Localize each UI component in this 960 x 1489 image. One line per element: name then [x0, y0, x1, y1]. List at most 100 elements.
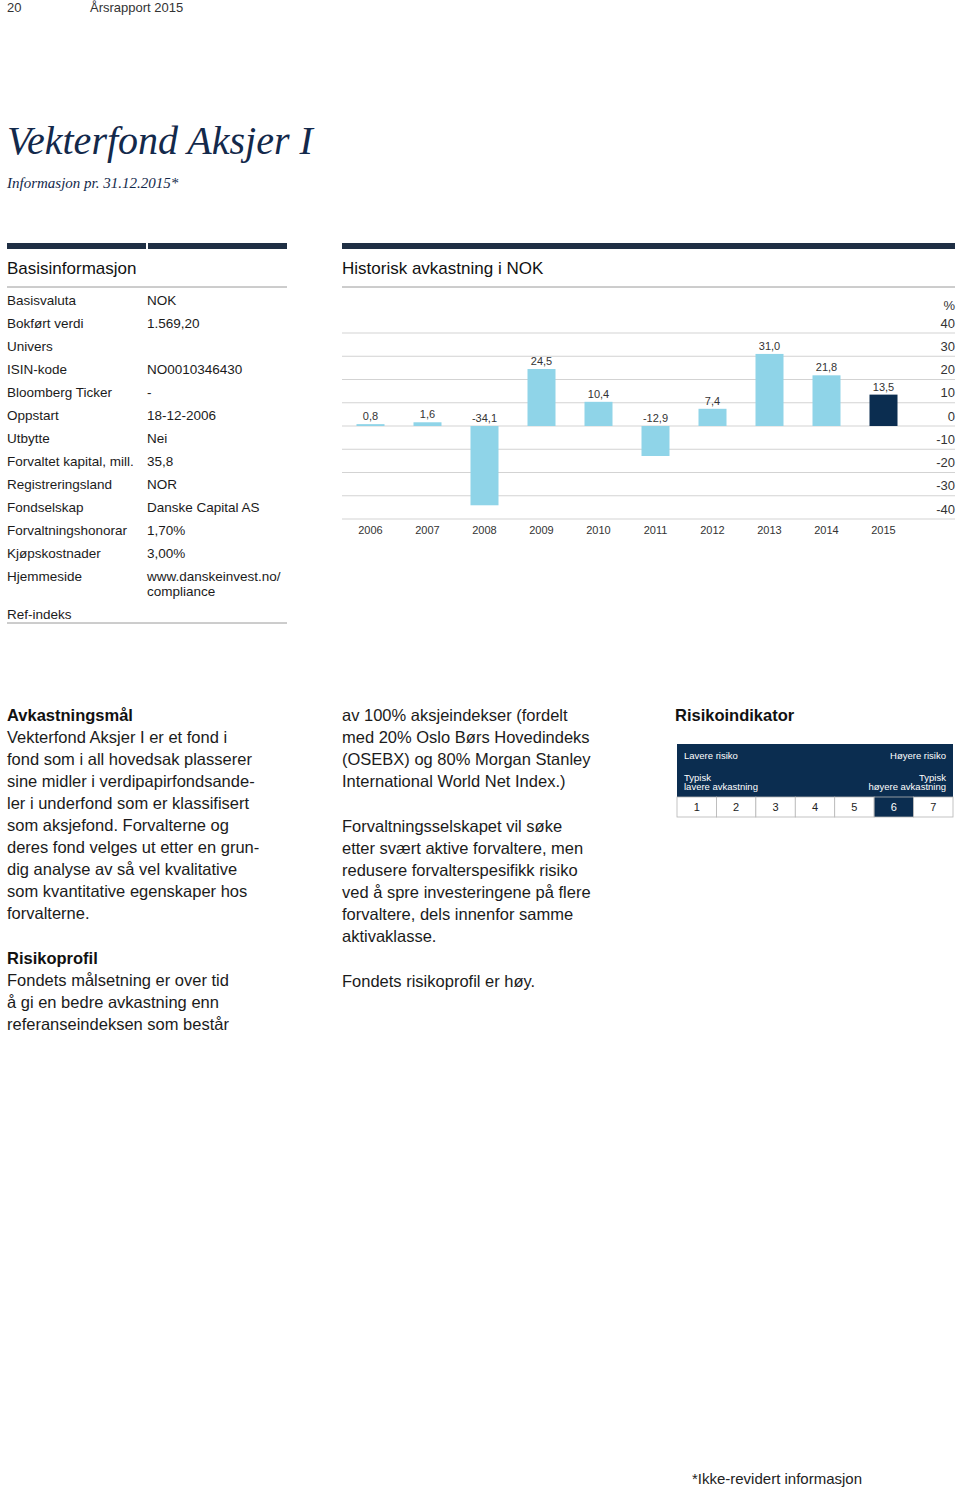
category-label: 2011	[644, 524, 668, 536]
risk-text: lavere avkastning	[684, 781, 758, 792]
info-label: Registreringsland	[7, 477, 112, 492]
title: Vekterfond Aksjer I	[7, 118, 315, 163]
paragraph-heading: Avkastningsmål	[7, 706, 133, 724]
info-value: NOK	[147, 293, 176, 308]
info-label: Forvaltet kapital, mill.	[7, 454, 134, 469]
risk-level: 1	[694, 801, 700, 813]
paragraph-line: forvaltere, dels innenfor samme	[342, 905, 573, 923]
data-label: 31,0	[759, 340, 780, 352]
paragraph-line: ler i underfond som er klassifisert	[7, 794, 250, 812]
risk-text: Lavere risiko	[684, 750, 738, 761]
data-label: 10,4	[588, 388, 609, 400]
info-value: NO0010346430	[147, 362, 242, 377]
bar	[813, 375, 841, 426]
paragraph-line: å gi en bedre avkastning enn	[7, 993, 219, 1011]
page: 20Årsrapport 2015Vekterfond Aksjer IInfo…	[0, 0, 960, 1489]
bar	[642, 426, 670, 456]
risk-cell	[835, 797, 874, 817]
rule	[7, 623, 287, 624]
grid-line	[342, 519, 955, 520]
data-label: 7,4	[705, 395, 720, 407]
tick-label: 20	[941, 362, 955, 377]
rule	[342, 287, 955, 288]
data-label: -34,1	[472, 412, 497, 424]
info-label: Hjemmeside	[7, 569, 82, 584]
bar	[699, 409, 727, 426]
grid-line	[342, 472, 955, 473]
info-value: Danske Capital AS	[147, 500, 260, 515]
data-label: 1,6	[420, 408, 435, 420]
bar	[756, 354, 784, 426]
info-value: 1,70%	[147, 523, 185, 538]
paragraph-line: som aksjefond. Forvalterne og	[7, 816, 229, 834]
info-label: Utbytte	[7, 431, 50, 446]
paragraph-line: sine midler i verdipapirfondsande-	[7, 772, 255, 790]
risk-heading: Risikoindikator	[675, 706, 795, 724]
paragraph-line: deres fond velges ut etter en grun-	[7, 838, 259, 856]
paragraph-heading: Risikoprofil	[7, 949, 98, 967]
tick-label: 0	[948, 409, 955, 424]
grid-line	[342, 356, 955, 357]
info-value: 18-12-2006	[147, 408, 216, 423]
risk-level: 6	[891, 801, 897, 813]
chart-title: Historisk avkastning i NOK	[342, 259, 544, 278]
info-label: Univers	[7, 339, 53, 354]
bar	[870, 395, 898, 426]
paragraph-line: (OSEBX) og 80% Morgan Stanley	[342, 750, 591, 768]
report-name: Årsrapport 2015	[90, 0, 183, 15]
category-label: 2015	[871, 524, 895, 536]
grid-line	[342, 333, 955, 334]
info-label: ISIN-kode	[7, 362, 67, 377]
info-label: Basisvaluta	[7, 293, 77, 308]
page-number: 20	[7, 0, 21, 15]
info-value: 3,00%	[147, 546, 185, 561]
info-label: Oppstart	[7, 408, 59, 423]
data-label: -12,9	[643, 412, 668, 424]
section-heading: Basisinformasjon	[7, 259, 136, 278]
paragraph-line: dig analyse av så vel kvalitative	[7, 860, 237, 878]
info-value: NOR	[147, 477, 177, 492]
risk-cell	[795, 797, 834, 817]
category-label: 2014	[814, 524, 838, 536]
tick-label: -10	[936, 432, 955, 447]
category-label: 2012	[700, 524, 724, 536]
paragraph-line: ved å spre investeringene på flere	[342, 883, 591, 901]
rule	[7, 287, 287, 288]
category-label: 2009	[529, 524, 553, 536]
footnote: *Ikke-revidert informasjon	[692, 1470, 862, 1487]
risk-text: høyere avkastning	[868, 781, 946, 792]
category-label: 2010	[586, 524, 610, 536]
bar	[528, 369, 556, 426]
bar	[585, 402, 613, 426]
axis-label: %	[943, 298, 955, 313]
risk-cell	[874, 797, 913, 817]
paragraph-line: redusere forvalterspesifikk risiko	[342, 861, 578, 879]
tick-label: 30	[941, 339, 955, 354]
category-label: 2006	[358, 524, 382, 536]
bar	[471, 426, 499, 505]
paragraph-line: Forvaltningsselskapet vil søke	[342, 817, 562, 835]
paragraph-line: forvalterne.	[7, 904, 90, 922]
bars	[357, 354, 898, 505]
paragraph-line: etter svært aktive forvaltere, men	[342, 839, 583, 857]
info-label: Forvaltningshonorar	[7, 523, 128, 538]
info-value: Nei	[147, 431, 167, 446]
section-bar	[148, 243, 287, 249]
risk-level: 2	[733, 801, 739, 813]
tick-label: 10	[941, 385, 955, 400]
risk-level: 5	[851, 801, 857, 813]
risk-cell	[914, 797, 953, 817]
risk-cell	[756, 797, 795, 817]
bar	[357, 424, 385, 426]
risk-text: Høyere risiko	[890, 750, 946, 761]
risk-cell	[677, 797, 716, 817]
risk-cell	[716, 797, 755, 817]
paragraph-line: Fondets risikoprofil er høy.	[342, 972, 535, 990]
grid-line	[342, 402, 955, 403]
section-bar	[7, 243, 146, 249]
category-label: 2008	[472, 524, 496, 536]
grid-line	[342, 379, 955, 380]
risk-header	[677, 744, 953, 797]
info-label: Fondselskap	[7, 500, 84, 515]
tick-label: -20	[936, 455, 955, 470]
